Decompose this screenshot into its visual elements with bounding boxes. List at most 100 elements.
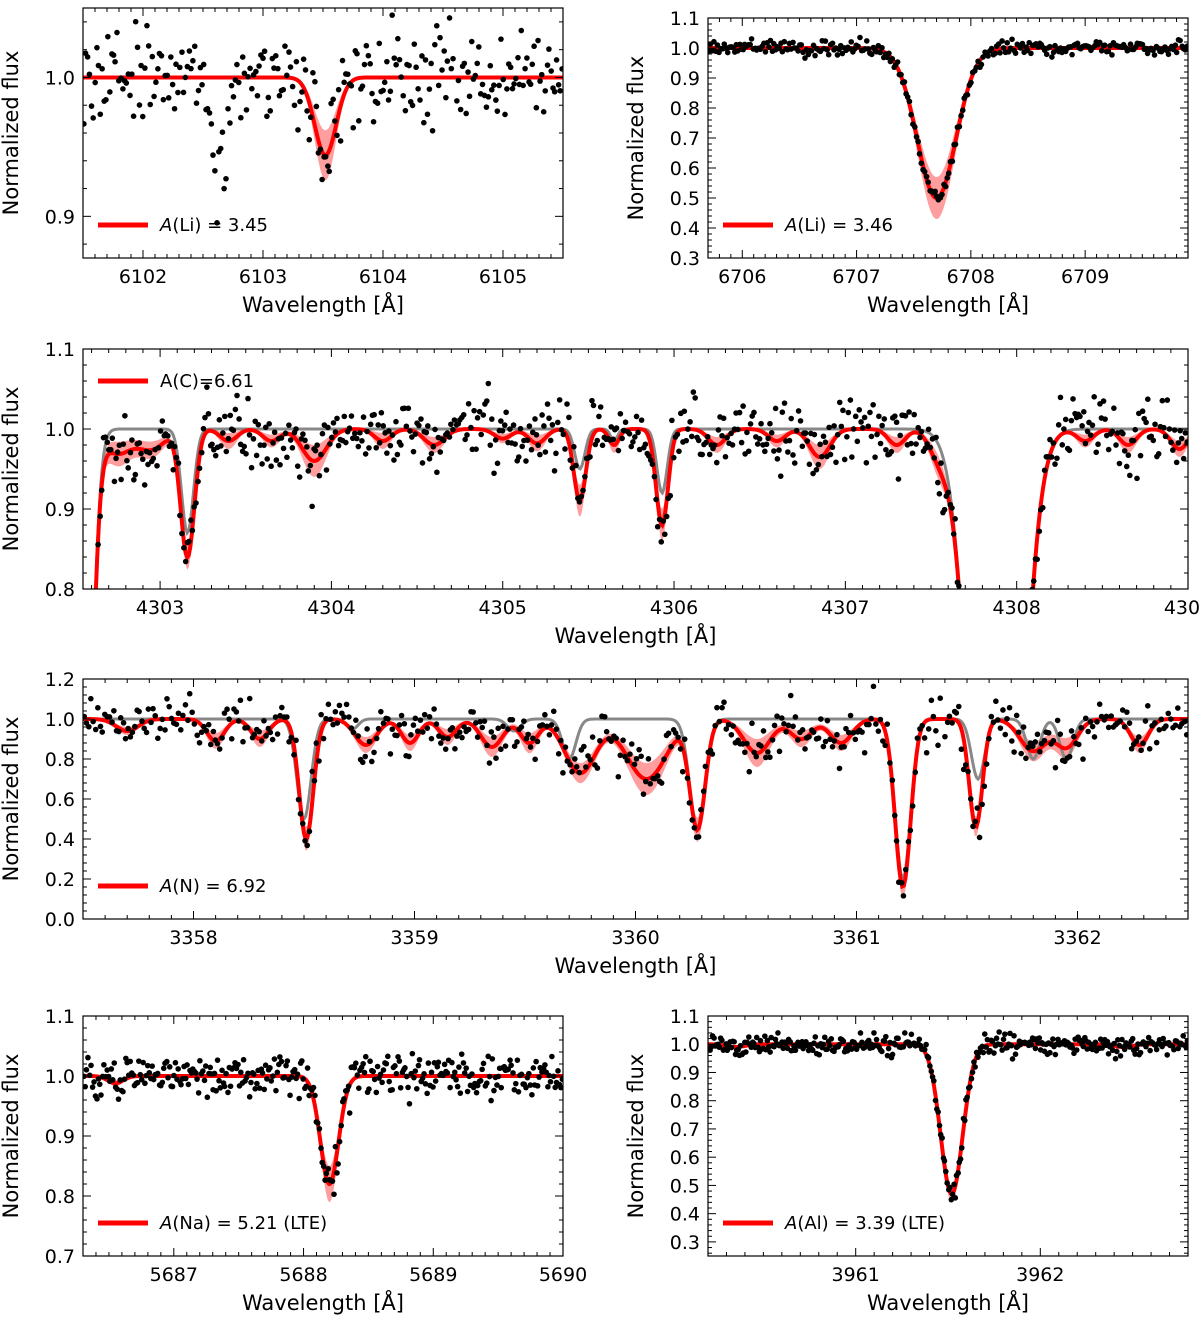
data-point: [253, 452, 260, 459]
data-point: [103, 96, 109, 103]
data-point: [902, 413, 909, 419]
data-point: [1057, 394, 1064, 401]
y-tick-label: 1.0: [45, 67, 75, 89]
data-point: [201, 1077, 208, 1084]
data-point: [1113, 442, 1119, 448]
data-point: [253, 68, 259, 75]
data-point: [302, 837, 308, 844]
data-point: [256, 728, 262, 735]
data-point: [195, 87, 202, 94]
data-point: [501, 422, 508, 428]
data-point: [164, 433, 171, 439]
data-point: [1066, 753, 1073, 760]
data-point: [533, 1058, 539, 1065]
data-point: [825, 51, 832, 58]
data-point: [1024, 698, 1030, 704]
data-point: [781, 721, 787, 727]
data-point: [494, 460, 501, 467]
data-point: [400, 92, 407, 99]
data-point: [795, 408, 802, 414]
data-point: [370, 118, 377, 125]
data-point: [483, 104, 490, 110]
data-point: [653, 496, 659, 503]
data-point: [517, 425, 524, 432]
data-point: [871, 1030, 877, 1036]
data-point: [246, 695, 253, 702]
data-point: [777, 473, 784, 479]
data-point: [923, 749, 930, 756]
data-point: [958, 618, 964, 624]
data-point: [284, 1058, 291, 1064]
data-point: [194, 732, 201, 739]
data-point: [288, 1074, 295, 1080]
data-point: [373, 1089, 380, 1096]
data-point: [123, 1055, 129, 1062]
data-point: [1102, 416, 1108, 422]
data-point: [368, 758, 375, 765]
data-point: [150, 455, 157, 462]
data-point: [681, 408, 688, 415]
legend-label: A(Na) = 5.21 (LTE): [159, 1213, 327, 1234]
data-point: [728, 731, 735, 738]
data-point: [146, 1069, 153, 1076]
data-point: [294, 463, 301, 469]
data-point: [488, 1097, 494, 1104]
data-point: [214, 1057, 221, 1063]
data-point: [1062, 416, 1069, 423]
data-point: [953, 710, 960, 716]
y-tick-label: 1.0: [670, 1034, 700, 1056]
data-point: [423, 429, 430, 436]
data-point: [452, 746, 458, 752]
data-point: [939, 191, 945, 198]
data-point: [711, 38, 717, 45]
data-point: [351, 1064, 358, 1071]
data-point: [1172, 722, 1179, 729]
data-point: [188, 517, 194, 523]
data-point: [571, 443, 577, 450]
x-tick-label: 4303: [136, 597, 184, 619]
data-point: [932, 1097, 939, 1104]
data-point: [412, 431, 419, 437]
legend-label: A(Li) = 3.46: [784, 215, 893, 236]
data-point: [925, 1054, 932, 1061]
data-point: [906, 409, 912, 415]
data-point: [631, 761, 638, 768]
data-point: [182, 74, 189, 81]
data-point: [1133, 1045, 1140, 1052]
data-point: [293, 58, 300, 65]
data-point: [1015, 882, 1021, 888]
data-point: [772, 1036, 779, 1043]
data-point: [258, 738, 265, 744]
data-point: [373, 444, 380, 451]
data-point: [310, 1084, 317, 1091]
data-point: [95, 541, 101, 548]
data-point: [205, 721, 212, 728]
data-point: [1111, 1040, 1117, 1047]
x-tick-label: 6104: [359, 266, 407, 288]
data-point: [180, 89, 187, 96]
data-point: [895, 476, 902, 482]
data-point: [449, 1059, 455, 1066]
data-point: [211, 1070, 218, 1077]
data-point: [164, 695, 170, 702]
data-point: [250, 436, 257, 442]
data-point: [1054, 455, 1060, 462]
data-point: [512, 441, 518, 447]
data-point: [362, 1053, 369, 1060]
data-point: [261, 717, 267, 724]
data-point: [365, 52, 372, 59]
data-point: [179, 530, 185, 537]
data-point: [560, 431, 567, 438]
data-point: [745, 448, 752, 455]
data-point: [441, 1061, 448, 1068]
data-point: [196, 465, 203, 472]
data-point: [228, 736, 235, 742]
data-point: [709, 751, 716, 757]
data-point: [870, 401, 876, 408]
data-point: [1137, 452, 1144, 459]
data-point: [302, 67, 309, 73]
data-point: [131, 476, 137, 483]
data-point: [341, 413, 348, 420]
y-axis-label: Normalized flux: [0, 51, 23, 216]
